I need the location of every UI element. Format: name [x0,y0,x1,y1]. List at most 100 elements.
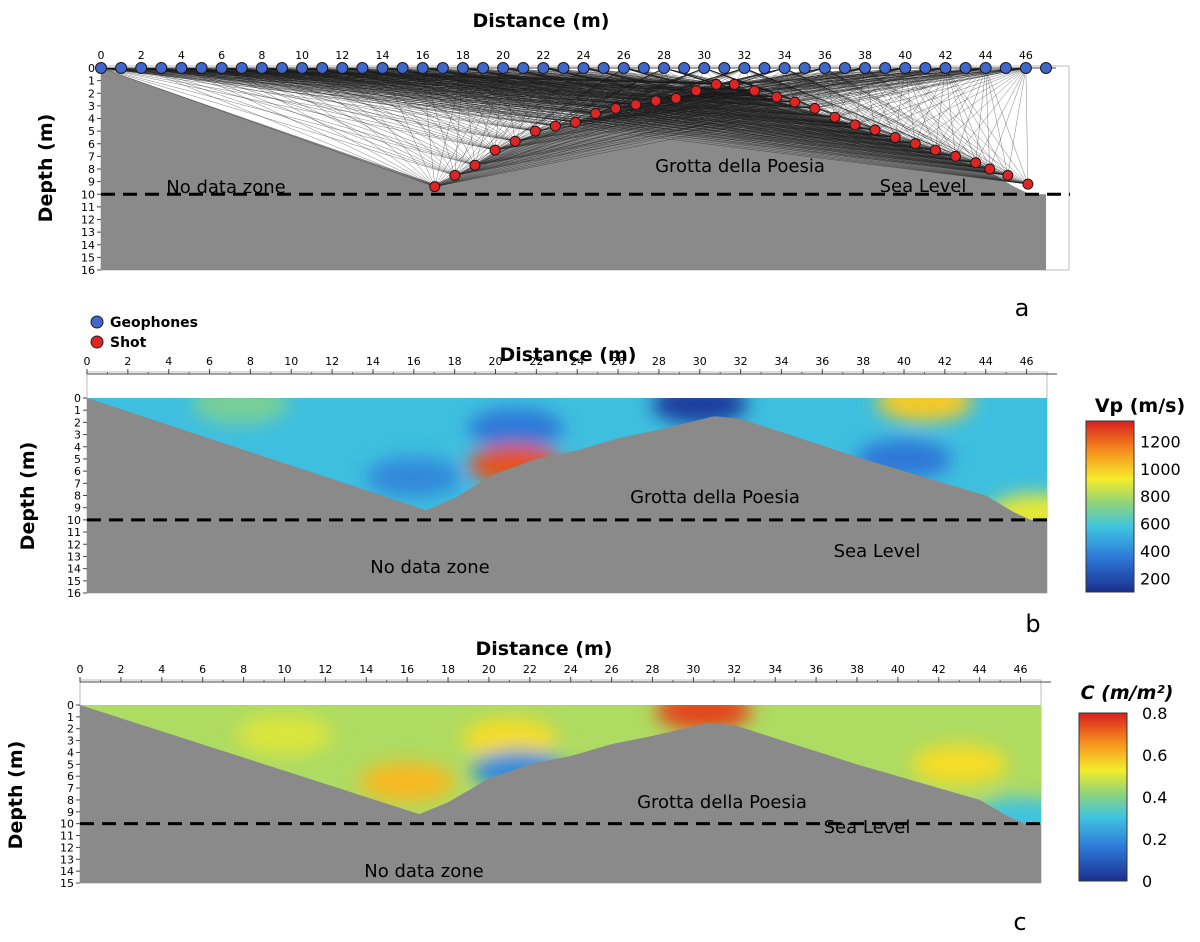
panel-a-y-tick-label: 16 [81,264,95,277]
ray-path [462,67,990,170]
panel-b-x-tick-label: 32 [734,355,748,368]
panel-b-colorbar [1085,420,1135,593]
ray-path [503,67,815,109]
geophone-point [959,62,972,74]
colorbar-tick-label: 400 [1140,542,1171,561]
colorbar-tick-label: 800 [1140,487,1171,506]
panel-a-x-tick-label: 38 [858,49,872,62]
panel-b-x-tick-label: 30 [693,355,707,368]
geophone-point [215,62,228,74]
panel-b-y-tick-label: 15 [67,575,81,588]
colorbar-tick-label: 1200 [1140,433,1181,452]
panel-b-y-tick-label: 5 [74,453,81,466]
ray-path [905,67,916,144]
ray-path [754,67,946,91]
ray-path [1025,67,1029,185]
panel-a-x-tick-label: 0 [98,49,105,62]
ray-path [141,67,1028,185]
panel-a-x-tick-label: 42 [938,49,952,62]
shot-point [529,125,541,137]
panel-b-y-tick-label: 13 [67,550,81,563]
shot-point [650,95,662,107]
ray-path [503,67,1028,185]
ray-path [875,67,1026,131]
panel-a-points [95,62,1052,193]
panel-b-x-tick-label: 2 [124,355,131,368]
ray-path [874,67,946,131]
panel-b-y-axis-title: Depth (m) [17,442,39,551]
panel-c-x-tick-label: 18 [441,663,455,676]
shot-point [728,78,740,90]
panel-c-y-tick-label: 1 [67,711,74,724]
ray-path [874,67,906,130]
panel-a-x-tick-label: 12 [335,49,349,62]
panel-a-x-tick-label: 8 [258,49,265,62]
panel-c-x-tick-label: 16 [400,663,414,676]
panel-c-y-tick-label: 11 [60,830,74,843]
ray-path [824,67,896,138]
geophone-point [195,62,208,74]
contour-anomaly [461,718,558,759]
panel-c-cave-label: Grotta della Poesia [637,792,807,813]
panel-b-y-tick-label: 4 [74,441,81,454]
panel-b-x-tick-label: 44 [979,355,993,368]
ray-path [854,67,866,125]
panel-a-no-data-label: No data zone [166,177,285,198]
panel-a-y-tick-label: 0 [88,62,95,75]
panel-b-y-tick-label: 1 [74,404,81,417]
panel-b-x-tick-label: 24 [570,355,584,368]
geophone-point [175,62,188,74]
ray-path [503,67,876,131]
ray-path [915,67,986,144]
ray-path [814,67,946,109]
legend-geophone-marker [90,315,104,329]
shot-point [710,78,722,90]
panel-c-y-tick-label: 7 [67,782,74,795]
panel-a-cave-label: Grotta della Poesia [655,156,825,177]
geophone-point [135,62,148,74]
geophone-point [758,62,771,74]
contour-anomaly [365,457,462,498]
shot-point [909,138,921,150]
panel-a-y-tick-label: 10 [81,188,95,201]
ray-path [744,67,876,131]
shot-point [950,150,962,162]
shot-point [771,91,783,103]
ray-path [734,67,906,85]
panel-b-x-tick-label: 28 [652,355,666,368]
ray-path [864,67,990,170]
panel-c-y-tick-label: 12 [60,841,74,854]
ray-path [824,67,990,170]
panel-c-x-tick-label: 4 [158,663,165,676]
ray-path [100,67,455,176]
ray-path [100,67,1028,185]
panel-a-x-tick-label: 32 [737,49,751,62]
contour-anomaly [876,398,973,422]
panel-c: Distance (m) Depth (m) 0 2 4 6 8 10 12 14 16 18 20… [5,638,1173,936]
panel-c-x-tick-label: 32 [727,663,741,676]
panel-c-y-axis-title: Depth (m) [5,741,27,850]
ray-path [261,67,956,157]
shot-point [509,135,521,147]
ray-path [975,67,986,163]
ray-path [503,67,896,138]
geophone-point [738,62,751,74]
ray-path [744,67,815,109]
panel-b-sea-level-label: Sea Level [834,541,921,562]
ray-path [776,67,946,98]
panel-c-y-tick-label: 5 [67,758,74,771]
panel-b-colorbar-title: Vp (m/s) [1095,395,1185,417]
panel-b-x-tick-label: 6 [206,355,213,368]
geophone-point [1019,62,1032,74]
panel-b-y-tick-label: 3 [74,429,81,442]
panel-c-y-tick-label: 3 [67,735,74,748]
ray-path [985,67,1009,176]
ray-path [422,67,1028,185]
panel-b-y-tick-label: 9 [74,502,81,515]
ray-path [100,67,476,166]
panel-a-x-tick-label: 4 [178,49,185,62]
ray-path [776,67,825,98]
geophone-point [497,62,510,74]
